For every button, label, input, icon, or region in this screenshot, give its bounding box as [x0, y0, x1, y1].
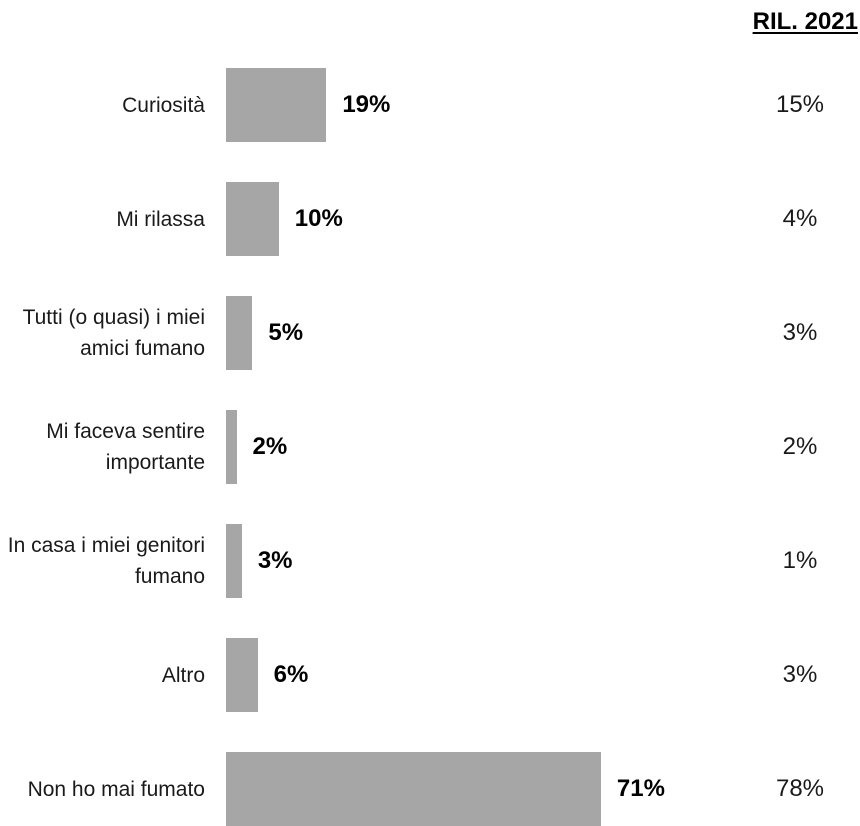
- category-label-text: Non ho mai fumato: [27, 777, 205, 801]
- value-label: 19%: [342, 91, 391, 118]
- category-label: Mi rilassa: [116, 182, 205, 256]
- chart-row: Mi rilassa 10% 4%: [0, 182, 860, 256]
- chart-row: Tutti (o quasi) i miei amici fumano 5% 3%: [0, 296, 860, 370]
- category-label: Altro: [162, 638, 205, 712]
- bar: [226, 638, 258, 712]
- value-label: 6%: [273, 661, 309, 688]
- chart-row: In casa i miei genitori fumano 3% 1%: [0, 524, 860, 598]
- category-label-text: In casa i miei genitori fumano: [7, 534, 205, 588]
- bar: [226, 296, 253, 370]
- bar: [226, 524, 242, 598]
- previous-value-label: 3%: [782, 319, 818, 346]
- chart-row: Curiosità 19% 15%: [0, 68, 860, 142]
- value-label: 5%: [268, 319, 304, 346]
- value-label: 10%: [294, 205, 343, 232]
- value-label: 3%: [257, 547, 293, 574]
- bar: [226, 68, 327, 142]
- category-label-text: Mi faceva sentire importante: [46, 420, 205, 474]
- bar: [226, 182, 279, 256]
- previous-year-header: RIL. 2021: [752, 8, 858, 35]
- category-label: In casa i miei genitori fumano: [0, 524, 205, 598]
- bar: [226, 752, 601, 826]
- category-label-text: Mi rilassa: [116, 207, 205, 231]
- category-label: Mi faceva sentire importante: [0, 410, 205, 484]
- chart-row: Mi faceva sentire importante 2% 2%: [0, 410, 860, 484]
- category-label: Tutti (o quasi) i miei amici fumano: [0, 296, 205, 370]
- chart-row: Altro 6% 3%: [0, 638, 860, 712]
- previous-value-label: 4%: [782, 205, 818, 232]
- previous-value-label: 3%: [782, 661, 818, 688]
- previous-value-label: 2%: [782, 433, 818, 460]
- value-label: 71%: [616, 775, 665, 802]
- category-label-text: Altro: [161, 663, 205, 687]
- chart-row: Non ho mai fumato 71% 78%: [0, 752, 860, 826]
- category-label: Non ho mai fumato: [28, 752, 205, 826]
- category-label-text: Tutti (o quasi) i miei amici fumano: [22, 306, 205, 360]
- bar: [226, 410, 237, 484]
- previous-value-label: 15%: [775, 91, 825, 118]
- previous-value-label: 78%: [775, 775, 825, 802]
- previous-value-label: 1%: [782, 547, 818, 574]
- category-label-text: Curiosità: [122, 93, 205, 117]
- category-label: Curiosità: [122, 68, 205, 142]
- value-label: 2%: [252, 433, 288, 460]
